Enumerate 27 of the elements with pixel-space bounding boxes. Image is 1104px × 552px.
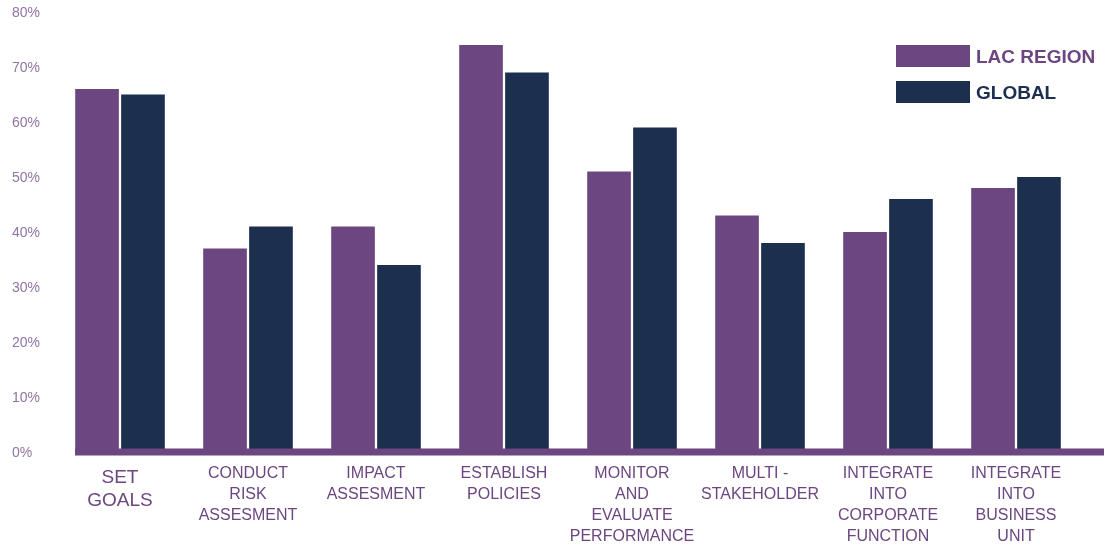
x-tick-label: ESTABLISH POLICIES <box>460 463 548 502</box>
legend-label: GLOBAL <box>976 81 1057 103</box>
y-tick-label: 20% <box>12 333 41 350</box>
x-tick-label: MULTI - STAKEHOLDER <box>701 463 819 502</box>
bar <box>1017 177 1061 452</box>
y-tick-label: 10% <box>12 388 41 405</box>
x-tick-label: CONDUCT RISK ASSESMENT <box>198 463 298 523</box>
y-tick-label: 80% <box>12 3 41 20</box>
y-tick-label: 40% <box>12 223 41 240</box>
y-tick-label: 0% <box>12 443 33 460</box>
bar <box>249 226 293 452</box>
bar <box>505 72 549 452</box>
bar <box>889 199 933 452</box>
y-tick-label: 30% <box>12 278 41 295</box>
bar <box>121 94 165 452</box>
x-tick-label: SET GOALS <box>87 465 153 510</box>
bar <box>761 243 805 452</box>
legend-label: LAC REGION <box>976 45 1096 67</box>
x-tick-label: INTEGRATE INTO CORPORATE FUNCTION <box>837 463 939 544</box>
x-tick-label: IMPACT ASSESMENT <box>326 463 426 502</box>
x-tick-label: INTEGRATE INTO BUSINESS UNIT <box>970 463 1062 544</box>
bar <box>633 127 677 452</box>
x-tick-label: MONITOR AND EVALUATE PERFORMANCE <box>569 463 695 544</box>
bar <box>377 265 421 452</box>
y-tick-label: 60% <box>12 113 41 130</box>
y-tick-label: 50% <box>12 168 41 185</box>
y-tick-label: 70% <box>12 58 41 75</box>
